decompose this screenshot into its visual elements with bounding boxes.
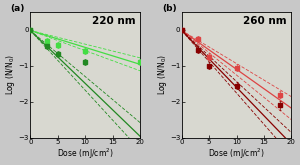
Y-axis label: Log (N/N$_0$): Log (N/N$_0$) — [4, 54, 17, 95]
Text: 220 nm: 220 nm — [92, 16, 136, 26]
Text: (a): (a) — [11, 4, 25, 13]
Y-axis label: Log (N/N$_0$): Log (N/N$_0$) — [156, 54, 169, 95]
Text: 260 nm: 260 nm — [243, 16, 287, 26]
X-axis label: Dose (mJ/cm$^2$): Dose (mJ/cm$^2$) — [57, 146, 113, 161]
X-axis label: Dose (mJ/cm$^2$): Dose (mJ/cm$^2$) — [208, 146, 265, 161]
Text: (b): (b) — [162, 4, 177, 13]
